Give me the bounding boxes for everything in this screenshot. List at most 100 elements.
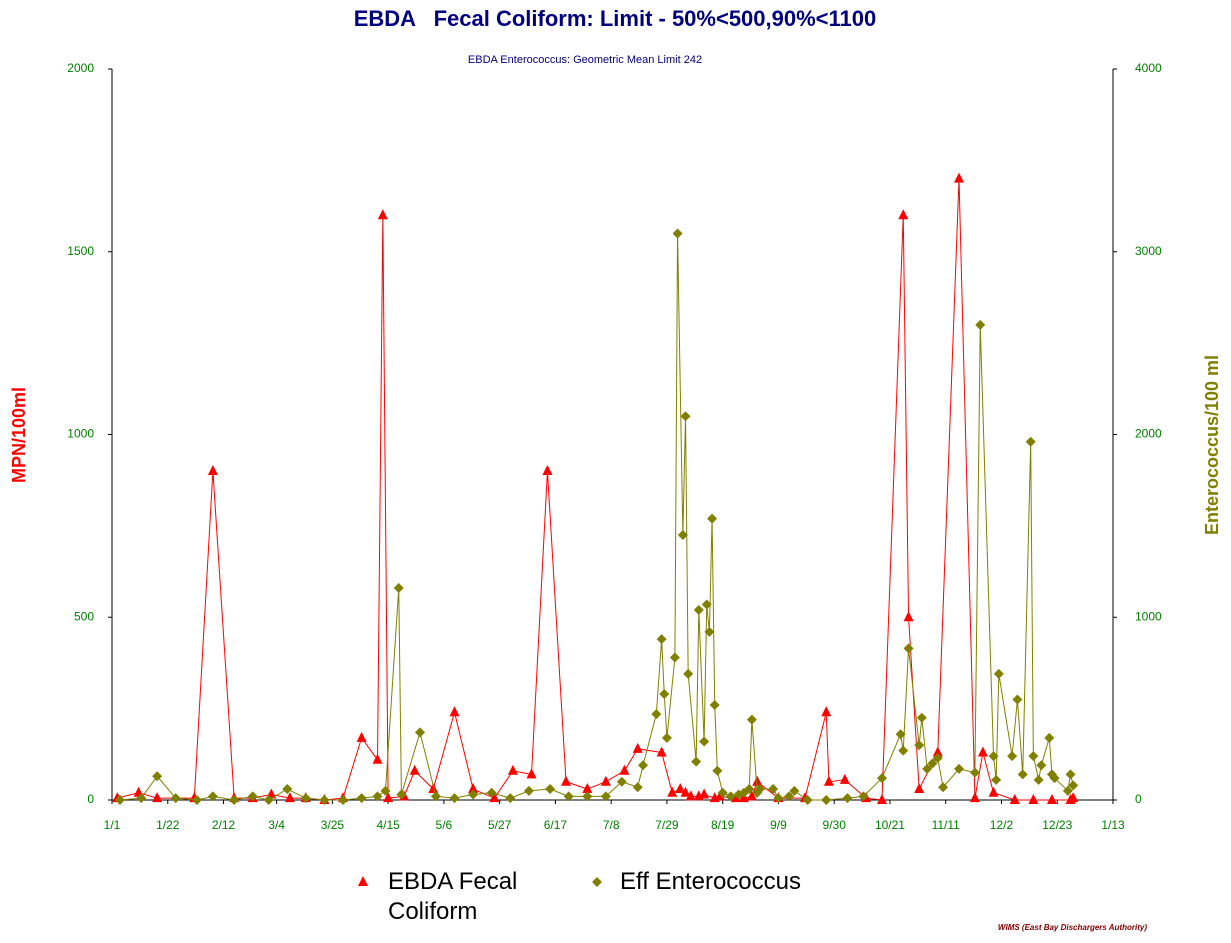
data-point	[542, 465, 553, 476]
x-tick-label: 12/2	[990, 818, 1014, 832]
data-point	[661, 732, 672, 743]
data-point	[582, 791, 593, 802]
data-point	[717, 787, 728, 798]
data-point	[507, 764, 518, 775]
y-tick-label: 1000	[67, 427, 94, 441]
data-point	[1065, 769, 1076, 780]
data-point	[685, 790, 696, 801]
data-point	[1009, 794, 1020, 804]
data-point	[651, 709, 662, 720]
data-point	[701, 599, 712, 610]
x-tick-label: 7/8	[603, 818, 620, 832]
data-point	[136, 793, 147, 804]
x-tick-label: 3/25	[321, 818, 345, 832]
legend-marker	[358, 876, 368, 886]
data-point	[656, 634, 667, 645]
data-point	[927, 758, 938, 769]
data-point	[914, 740, 925, 751]
data-point	[784, 791, 795, 802]
data-point	[746, 714, 757, 725]
y-tick-label: 500	[74, 609, 94, 623]
data-point	[656, 746, 667, 757]
data-point	[821, 706, 832, 717]
data-point	[319, 795, 330, 805]
data-point	[284, 792, 295, 803]
data-point	[152, 771, 163, 782]
data-point	[988, 786, 999, 797]
data-point	[1028, 751, 1039, 762]
data-point	[903, 643, 914, 654]
data-point	[877, 773, 887, 784]
data-point	[415, 727, 425, 738]
data-point	[486, 787, 497, 798]
data-point	[393, 583, 404, 594]
footer: WIMS (East Bay Dischargers Authority)	[998, 923, 1147, 932]
data-point	[1028, 794, 1039, 804]
x-tick-label: 9/30	[823, 818, 847, 832]
data-point	[561, 775, 572, 786]
y-tick-label: 2000	[67, 61, 94, 75]
data-point	[632, 782, 643, 793]
data-point	[680, 411, 691, 422]
data-point	[802, 795, 813, 805]
chart-subtitle: EBDA Enterococcus: Geometric Mean Limit …	[468, 54, 702, 66]
data-point	[683, 668, 694, 679]
data-point	[619, 764, 630, 775]
data-point	[526, 768, 537, 779]
data-point	[744, 784, 755, 795]
data-point	[712, 765, 723, 776]
data-point	[877, 794, 887, 804]
data-point	[954, 763, 964, 774]
data-point	[754, 784, 765, 795]
data-point	[977, 746, 988, 757]
data-point	[768, 784, 779, 795]
y-tick-label: 1500	[67, 244, 94, 258]
data-point	[523, 785, 534, 796]
data-point	[152, 792, 163, 803]
x-tick-label: 3/4	[268, 818, 285, 832]
data-point	[1036, 760, 1047, 771]
data-point	[823, 775, 834, 786]
data-point	[600, 775, 611, 786]
data-point	[372, 791, 383, 802]
data-point	[669, 652, 680, 663]
data-point	[632, 742, 643, 753]
data-point	[677, 530, 688, 541]
data-point	[691, 756, 702, 767]
data-point	[1007, 751, 1018, 762]
data-point	[1017, 769, 1028, 780]
data-point	[300, 793, 311, 804]
y2-tick-label: 0	[1135, 792, 1142, 806]
series-line	[117, 178, 1074, 801]
data-point	[730, 792, 741, 803]
data-point	[282, 784, 293, 795]
data-point	[704, 626, 715, 637]
data-point	[247, 791, 258, 802]
data-point	[821, 795, 832, 805]
data-point	[338, 795, 348, 805]
data-point	[699, 788, 710, 799]
series-line	[119, 233, 1074, 801]
data-point	[468, 789, 479, 800]
data-point	[789, 785, 800, 796]
data-point	[773, 793, 784, 804]
data-point	[263, 795, 274, 805]
data-point	[1012, 694, 1023, 705]
data-point	[468, 783, 479, 794]
data-point	[675, 783, 686, 794]
data-point	[954, 172, 964, 183]
data-point	[842, 793, 853, 804]
data-point	[1068, 780, 1079, 791]
data-point	[898, 209, 909, 220]
data-point	[1062, 785, 1073, 796]
y2-tick-label: 1000	[1135, 609, 1162, 623]
data-point	[922, 763, 933, 774]
data-point	[449, 793, 460, 804]
data-point	[207, 791, 218, 802]
y2-tick-label: 3000	[1135, 244, 1162, 258]
x-tick-label: 8/19	[711, 818, 735, 832]
data-point	[1044, 732, 1055, 743]
x-tick-label: 5/27	[488, 818, 512, 832]
data-point	[563, 791, 574, 802]
data-point	[932, 752, 943, 763]
